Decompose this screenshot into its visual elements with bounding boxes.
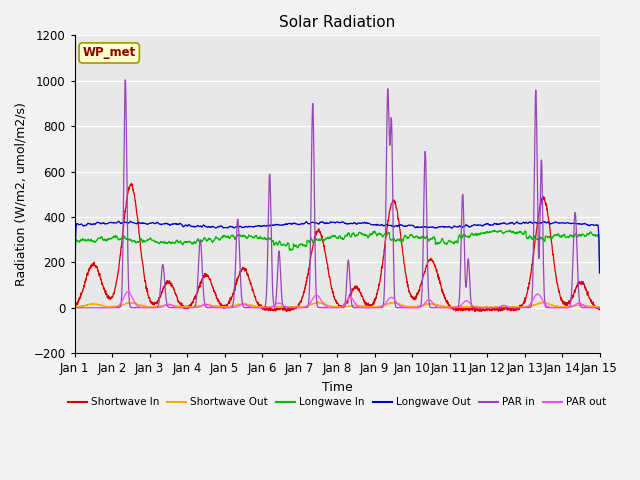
Longwave In [71,271,79,276]
Longwave Out [595,239,603,244]
Text: WP_met: WP_met [83,47,136,60]
PAR out [84,305,92,311]
Title: Solar Radiation: Solar Radiation [279,15,396,30]
PAR in [465,259,472,264]
Shortwave In [310,237,318,242]
Longwave In [465,233,472,239]
PAR out [124,289,132,295]
PAR out [465,300,473,305]
PAR in [596,305,604,311]
Longwave Out [115,218,122,224]
Line: PAR out: PAR out [75,292,600,308]
Shortwave Out [484,305,492,311]
Line: Shortwave In: Shortwave In [75,183,600,312]
Legend: Shortwave In, Shortwave Out, Longwave In, Longwave Out, PAR in, PAR out: Shortwave In, Shortwave Out, Longwave In… [63,393,611,411]
Longwave Out [547,221,555,227]
PAR out [596,305,604,311]
Line: Longwave In: Longwave In [75,230,600,274]
PAR in [595,305,603,311]
Line: PAR in: PAR in [75,80,600,308]
PAR out [595,305,603,311]
PAR in [547,305,555,311]
Longwave Out [532,220,540,226]
Longwave In [596,259,604,264]
Shortwave Out [314,299,322,305]
Longwave In [365,232,373,238]
Shortwave In [471,309,479,314]
Longwave Out [366,221,374,227]
Shortwave Out [596,305,604,311]
Shortwave In [366,302,374,308]
Shortwave In [596,306,604,312]
Longwave In [532,236,540,242]
Shortwave In [127,180,135,186]
PAR out [71,305,79,311]
Shortwave Out [366,304,374,310]
X-axis label: Time: Time [322,381,353,394]
PAR out [532,292,540,298]
Line: Shortwave Out: Shortwave Out [75,302,600,308]
Shortwave Out [547,302,555,308]
PAR in [366,305,374,311]
Longwave Out [596,270,604,276]
Shortwave Out [71,304,79,310]
Longwave In [310,240,318,245]
Longwave In [595,240,603,246]
Longwave In [547,235,555,241]
Longwave In [507,228,515,233]
Shortwave Out [465,303,472,309]
PAR out [311,293,319,299]
PAR in [122,77,129,83]
Shortwave In [547,238,555,244]
Shortwave Out [595,304,603,310]
PAR in [71,305,79,311]
Line: Longwave Out: Longwave Out [75,221,600,278]
PAR in [310,187,318,193]
PAR out [547,305,555,311]
Shortwave In [532,230,540,236]
Longwave Out [310,220,318,226]
Shortwave In [465,307,472,313]
Shortwave Out [532,301,540,307]
Y-axis label: Radiation (W/m2, umol/m2/s): Radiation (W/m2, umol/m2/s) [15,102,28,286]
Shortwave In [595,307,603,313]
Shortwave In [71,302,79,308]
Longwave Out [71,275,79,281]
PAR out [366,305,374,311]
Longwave Out [465,224,472,230]
PAR in [532,88,540,94]
Shortwave Out [310,300,318,306]
